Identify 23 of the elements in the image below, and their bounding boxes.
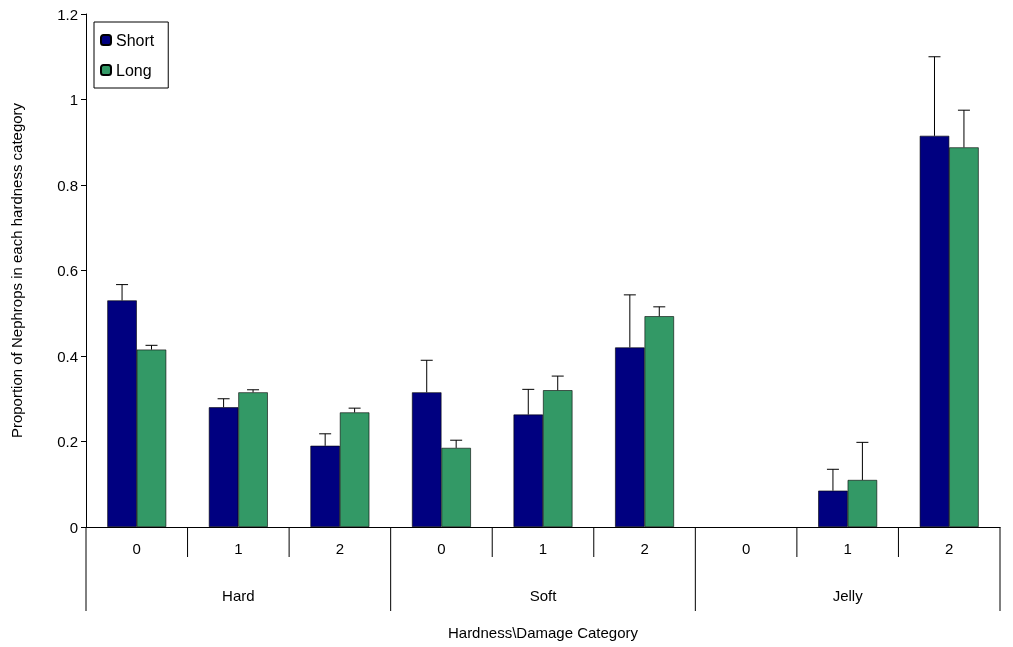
x-tick-label: 2 [945, 540, 954, 557]
y-axis-title: Proportion of Nephrops in each hardness category [8, 102, 25, 439]
legend-label: Short [116, 31, 155, 49]
text: Jelly [832, 586, 864, 604]
y-tick-label: 1 [69, 91, 78, 108]
text: Hard [222, 586, 255, 604]
x-tick-label: 1 [843, 540, 852, 557]
x-axis-title: Hardness\Damage Category [447, 624, 639, 641]
y-tick-label: 1.2 [57, 5, 78, 23]
x-tick-label: 2 [640, 540, 649, 557]
x-tick-label: 0 [437, 540, 446, 557]
x-tick-label: 1 [234, 540, 243, 557]
text: Soft [529, 586, 558, 604]
x-tick-label: 0 [132, 540, 141, 557]
x-tick-label: 2 [335, 540, 345, 557]
y-tick-label: 0.6 [57, 262, 78, 279]
x-tick-label: 0 [741, 540, 751, 557]
y-tick-label: 0.8 [57, 176, 78, 194]
y-tick-label: 0.2 [57, 433, 78, 450]
legend-label: Long [116, 61, 152, 79]
y-tick-label: 0 [69, 518, 78, 536]
y-tick-label: 0.4 [57, 347, 78, 365]
x-tick-label: 1 [538, 540, 548, 557]
